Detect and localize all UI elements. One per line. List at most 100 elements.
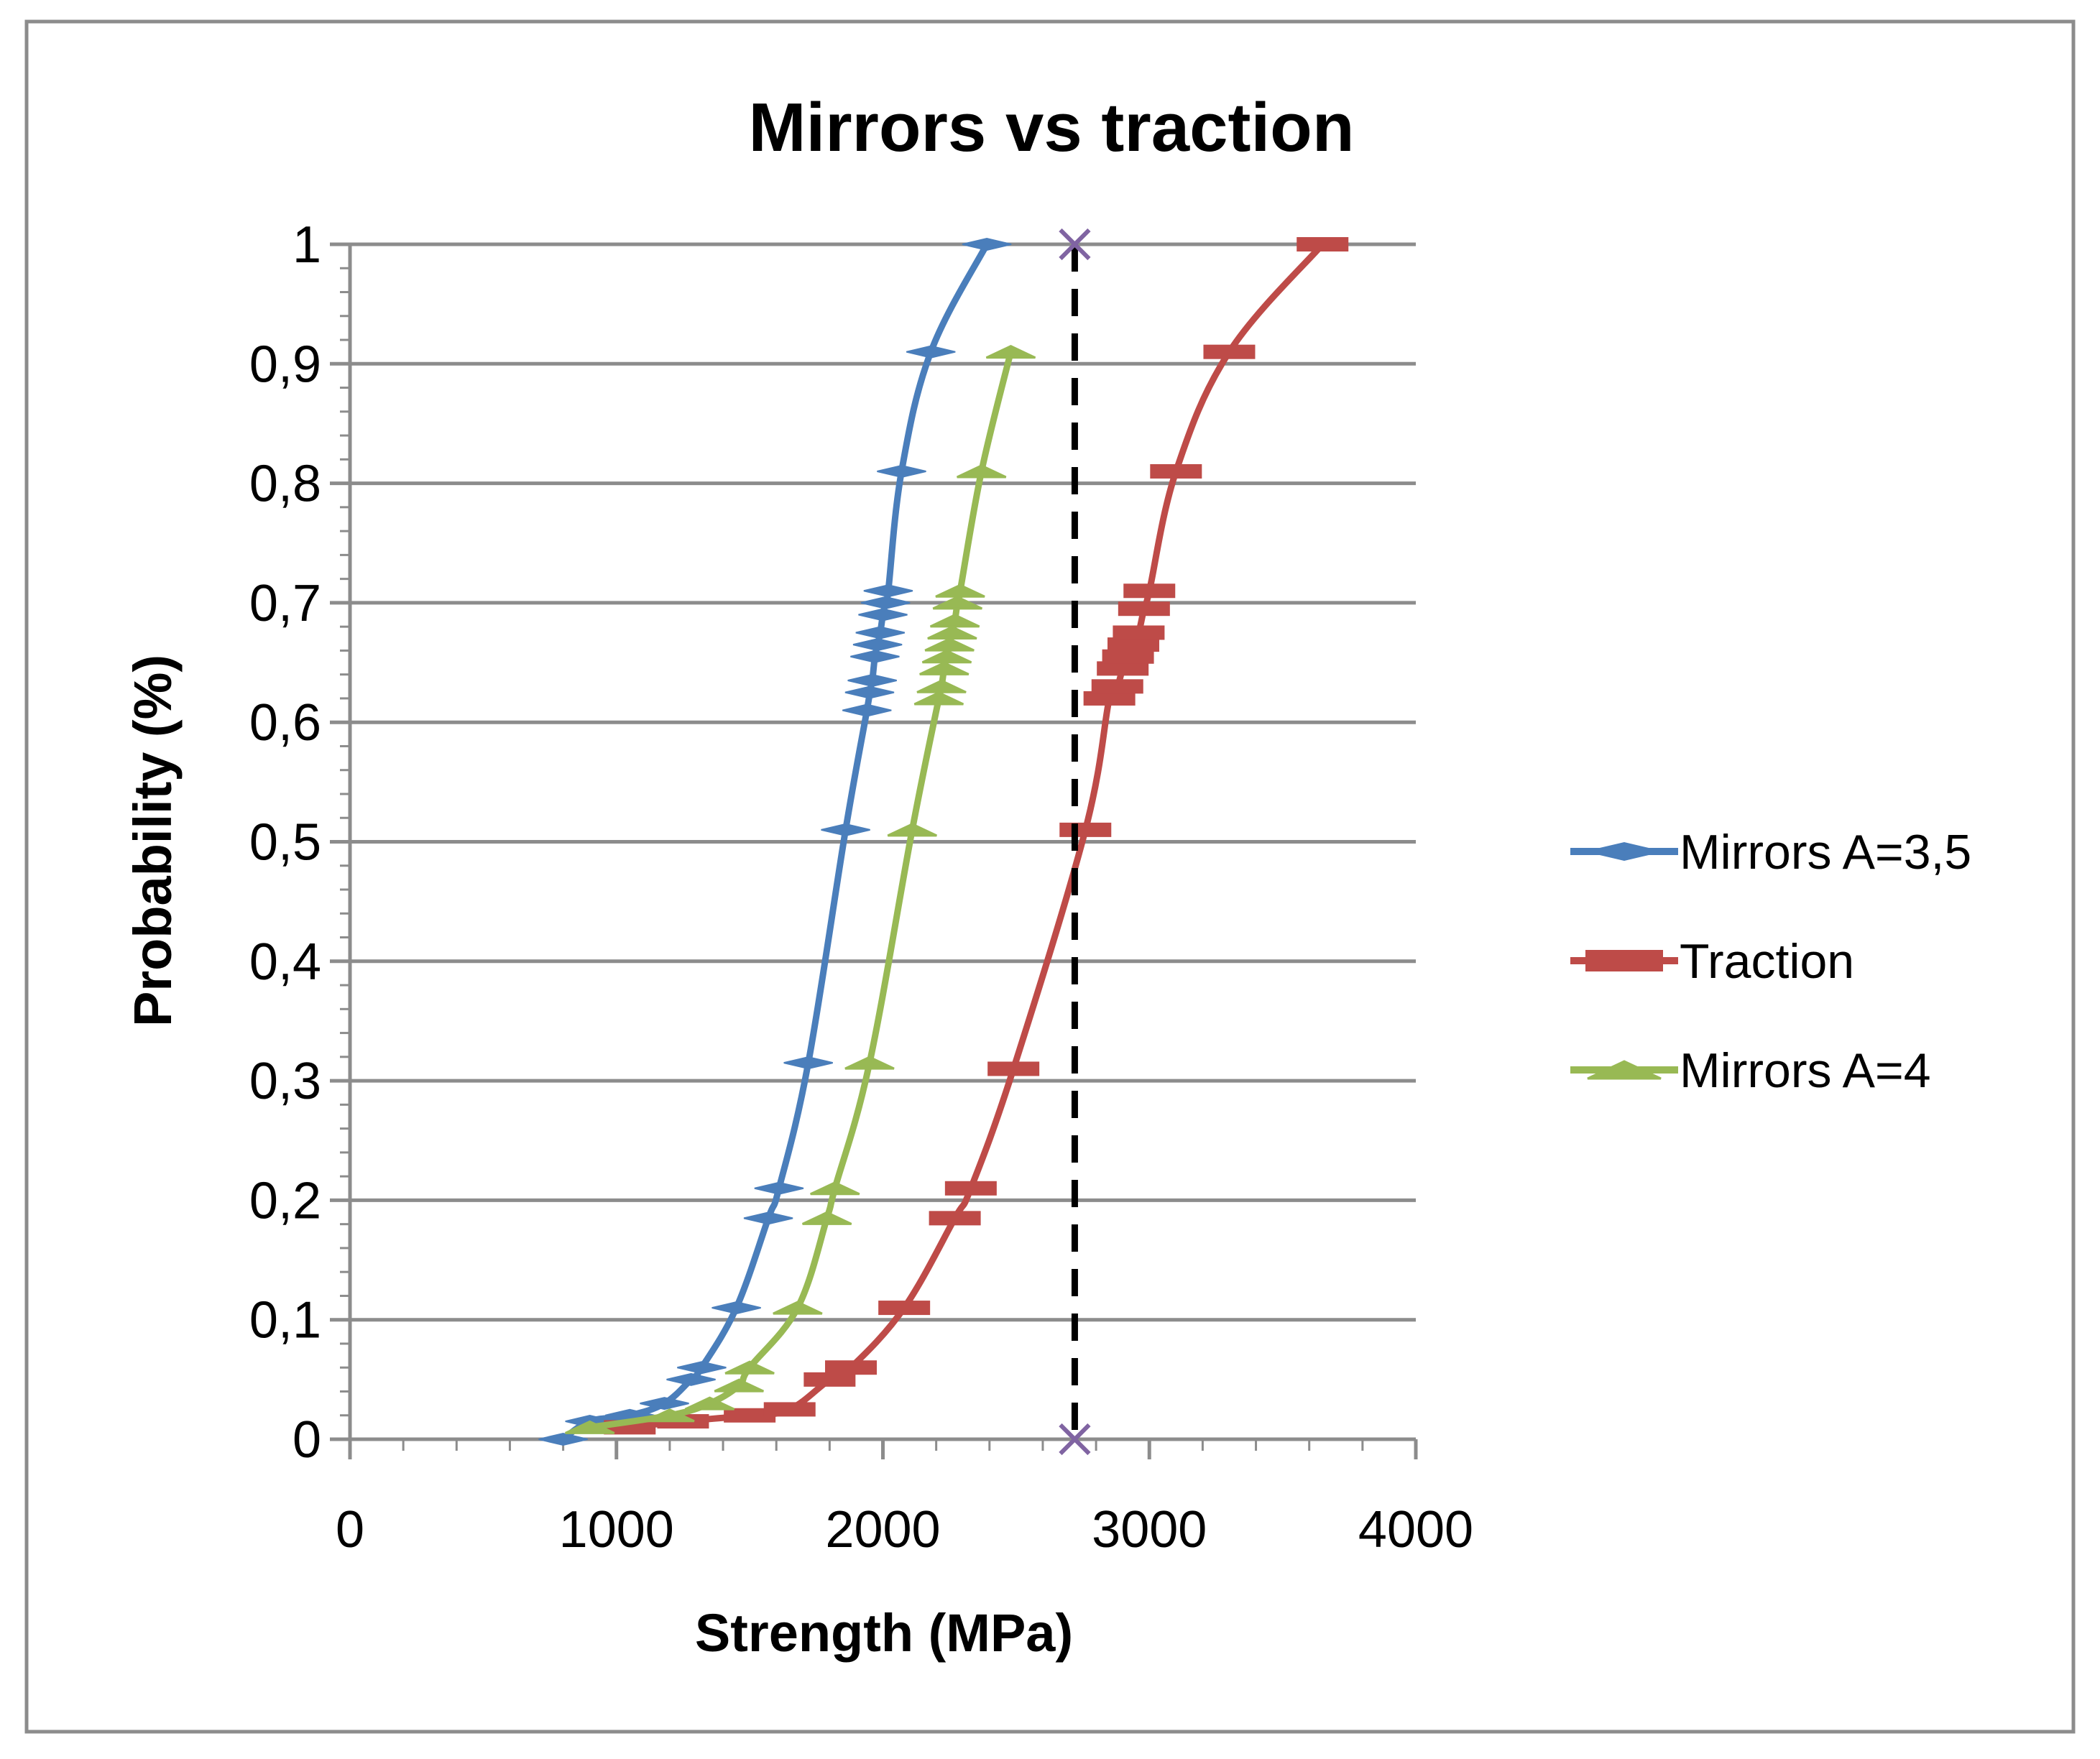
data-point	[844, 1056, 895, 1070]
data-point	[924, 637, 975, 652]
data-point	[773, 1301, 823, 1315]
data-point	[565, 1420, 615, 1434]
series-2	[565, 345, 1036, 1434]
data-point	[1107, 637, 1160, 652]
data-point	[1059, 822, 1112, 837]
data-point	[944, 1181, 997, 1196]
series-0	[538, 237, 1012, 1446]
data-point	[935, 583, 985, 598]
data-point	[878, 1301, 931, 1316]
data-point	[850, 650, 900, 663]
x-tick-label: 3000	[1092, 1501, 1207, 1559]
data-point	[825, 1360, 878, 1375]
data-point	[1113, 625, 1165, 640]
data-point	[932, 596, 982, 610]
y-tick-label: 0,5	[249, 814, 321, 872]
y-tick-label: 0,6	[249, 694, 321, 752]
y-axis-title: Probability (%)	[123, 655, 183, 1027]
y-tick-label: 0,2	[249, 1172, 321, 1229]
data-point	[858, 608, 908, 622]
tick-label-layer: 0 0,1 0,2 0,3 0,4 0,5 0,6 0,7 0,8 0,9 1 0 1000 2000 30…	[249, 216, 1473, 1559]
data-point	[754, 1181, 804, 1195]
x-tick-label: 2000	[825, 1501, 940, 1559]
legend-label: Traction	[1680, 934, 1854, 989]
legend-label: Mirrors A=3,5	[1680, 825, 1971, 880]
data-point	[929, 1211, 981, 1226]
y-tick-label: 0,1	[249, 1292, 321, 1349]
reference-x-marker	[1059, 228, 1091, 261]
data-point	[724, 1408, 776, 1423]
legend-marker	[1585, 950, 1663, 971]
y-tick-label: 0,8	[249, 456, 321, 513]
data-point	[538, 1432, 588, 1446]
data-point	[802, 1211, 852, 1225]
y-tick-label: 0,4	[249, 933, 321, 991]
data-point	[962, 237, 1012, 251]
data-point	[714, 1378, 764, 1393]
data-point	[919, 661, 970, 675]
data-point	[810, 1181, 860, 1196]
data-point	[927, 625, 977, 640]
y-tick-label: 0,9	[249, 336, 321, 393]
y-tick-label: 0	[293, 1411, 321, 1469]
data-point	[844, 685, 895, 699]
series-layer	[538, 237, 1349, 1446]
legend-marker	[1587, 1060, 1662, 1080]
data-point	[711, 1301, 761, 1315]
reference-x-marker	[1059, 1423, 1091, 1456]
data-point	[877, 464, 926, 478]
data-point	[1097, 661, 1149, 676]
y-tick-label: 0,3	[249, 1053, 321, 1110]
x-tick-label: 4000	[1358, 1501, 1473, 1559]
data-point	[1118, 601, 1170, 617]
data-point	[1203, 344, 1256, 359]
data-point	[906, 345, 956, 359]
data-point	[987, 1061, 1040, 1076]
y-tick-label: 0,7	[249, 575, 321, 632]
data-point	[921, 650, 972, 664]
data-point	[847, 673, 897, 688]
data-point	[666, 1372, 716, 1386]
chart-title: Mirrors vs traction	[749, 89, 1355, 166]
data-point	[1123, 583, 1176, 599]
data-point	[1150, 463, 1202, 479]
data-point	[1297, 237, 1349, 251]
x-tick-label: 1000	[559, 1501, 674, 1559]
reference-line-layer	[1059, 228, 1091, 1456]
data-point	[855, 626, 906, 640]
data-point	[763, 1402, 816, 1417]
data-point	[852, 638, 903, 652]
data-point	[913, 691, 964, 706]
data-point	[929, 614, 980, 628]
legend-marker	[1587, 841, 1662, 862]
legend: Mirrors A=3,5 Traction Mirrors A=4	[1570, 825, 1971, 1098]
grid-layer	[350, 242, 1416, 1322]
data-point	[803, 1372, 856, 1387]
data-point	[863, 584, 913, 598]
data-point	[640, 1397, 689, 1411]
x-tick-label: 0	[336, 1501, 364, 1559]
data-point	[916, 679, 967, 693]
data-point	[1102, 649, 1154, 664]
data-point	[724, 1360, 775, 1375]
data-point	[887, 823, 937, 837]
data-point	[684, 1396, 735, 1411]
data-point	[1083, 691, 1136, 706]
data-point	[842, 703, 892, 717]
data-point	[743, 1211, 793, 1225]
data-point	[985, 345, 1036, 359]
y-tick-label: 1	[293, 216, 321, 274]
series-1	[604, 237, 1349, 1435]
chart-frame	[24, 19, 2076, 1734]
data-point	[821, 823, 870, 836]
data-point	[957, 464, 1007, 479]
axis-layer	[330, 242, 1418, 1459]
data-point	[860, 596, 911, 609]
data-point	[783, 1056, 833, 1070]
data-point	[677, 1361, 727, 1375]
x-axis-title: Strength (MPa)	[695, 1603, 1073, 1663]
data-point	[1091, 679, 1143, 694]
data-point	[645, 1408, 695, 1423]
